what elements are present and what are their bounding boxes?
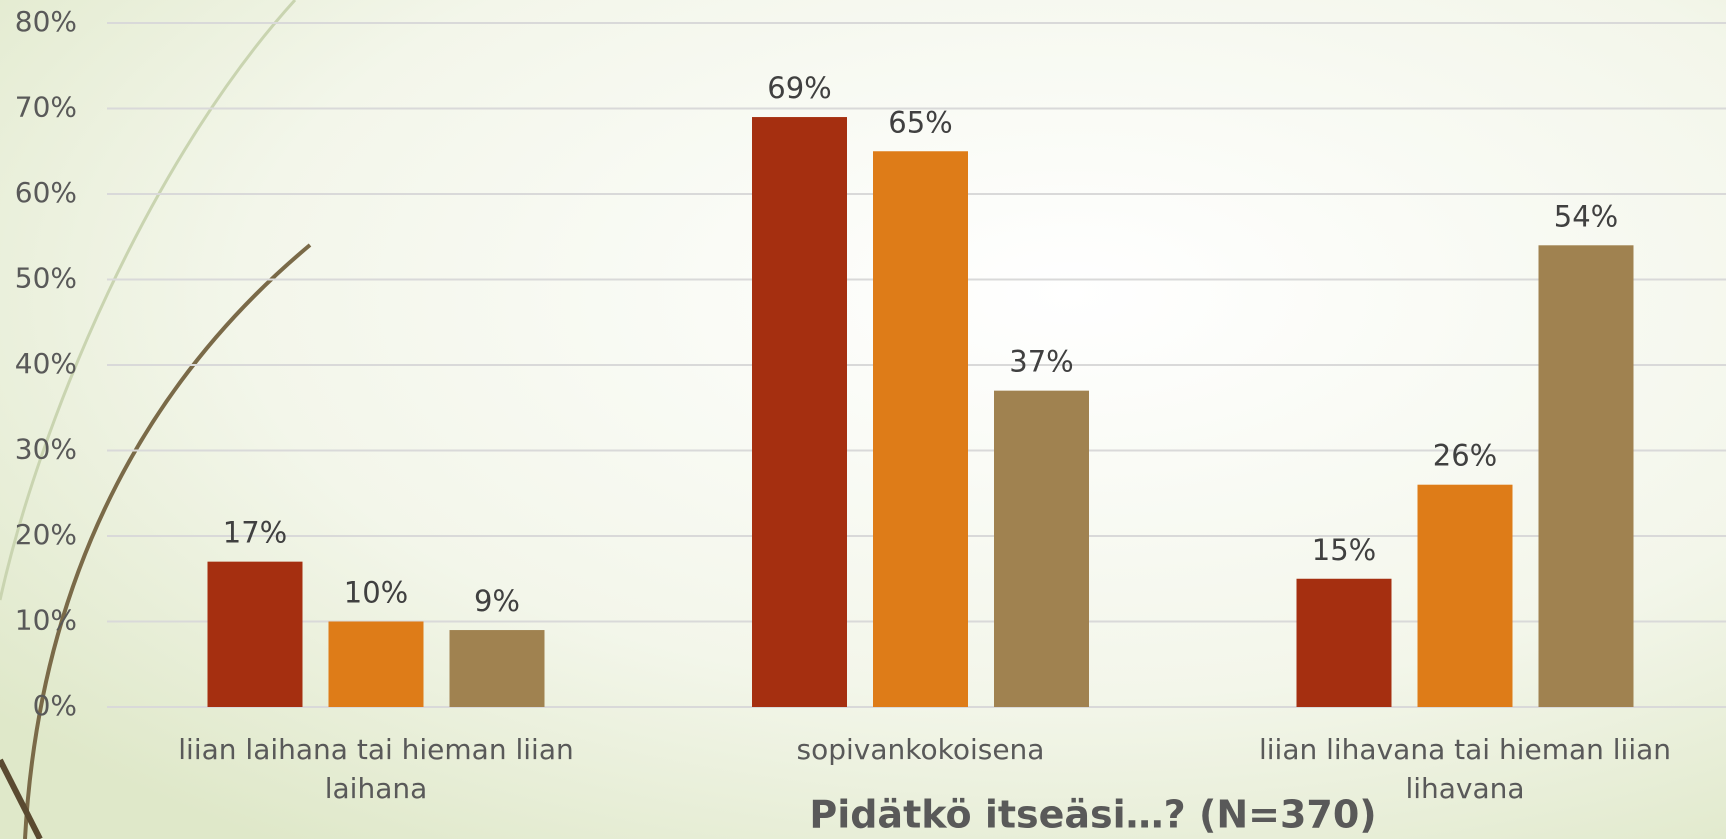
data-label: 26% (1433, 439, 1497, 473)
background (0, 0, 1726, 839)
data-label: 69% (767, 71, 831, 105)
data-label: 65% (888, 105, 952, 139)
y-tick-label: 20% (15, 518, 77, 551)
x-tick-label: sopivankokoisena (691, 730, 1151, 769)
bar (994, 391, 1089, 707)
y-tick-label: 0% (33, 689, 77, 722)
bar (208, 562, 303, 707)
data-label: 17% (223, 516, 287, 550)
y-tick-label: 10% (15, 604, 77, 637)
bar (1539, 245, 1634, 707)
bar (1297, 579, 1392, 707)
chart: 0% 10% 20% 30% 40% 50% 60% 70% 80% 17% 10% 9% 69% 65%… (0, 0, 1726, 839)
x-tick-label: liian laihana tai hieman liian laihana (146, 730, 606, 808)
y-tick-label: 40% (15, 347, 77, 380)
bar (1418, 485, 1513, 707)
data-label: 54% (1554, 199, 1618, 233)
y-tick-label: 60% (15, 176, 77, 209)
x-tick-label: liian lihavana tai hieman liian lihavana (1235, 730, 1695, 808)
data-label: 37% (1009, 345, 1073, 379)
slide: 0% 10% 20% 30% 40% 50% 60% 70% 80% 17% 10% 9% 69% 65%… (0, 0, 1726, 839)
y-tick-label: 70% (15, 91, 77, 124)
bar (873, 151, 968, 707)
bar (752, 117, 847, 707)
data-label: 15% (1312, 533, 1376, 567)
data-label: 10% (344, 576, 408, 610)
y-tick-label: 30% (15, 433, 77, 466)
data-label: 9% (474, 584, 520, 618)
bar (329, 622, 424, 708)
y-tick-label: 50% (15, 262, 77, 295)
bar (450, 630, 545, 707)
y-tick-label: 80% (15, 5, 77, 38)
